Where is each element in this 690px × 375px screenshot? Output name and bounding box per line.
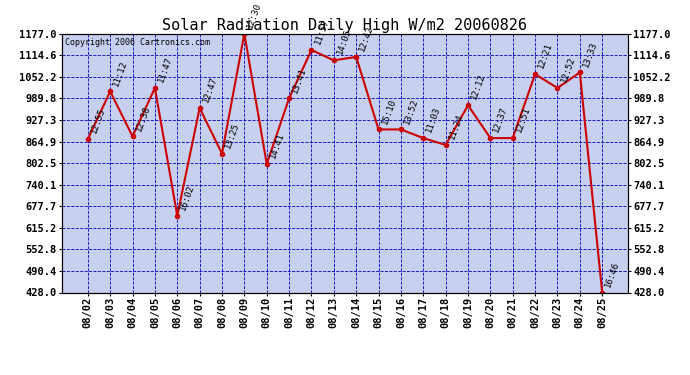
Text: 12:38: 12:38 — [134, 104, 152, 132]
Text: 15:10: 15:10 — [380, 97, 397, 125]
Text: 11:57: 11:57 — [313, 18, 331, 46]
Text: 13:41: 13:41 — [290, 66, 308, 94]
Text: 12:37: 12:37 — [492, 106, 509, 134]
Text: 13:25: 13:25 — [224, 121, 241, 150]
Text: 11:47: 11:47 — [157, 56, 174, 84]
Text: 12:30: 12:30 — [246, 1, 264, 30]
Text: 12:12: 12:12 — [469, 73, 487, 101]
Text: 11:03: 11:03 — [424, 106, 442, 134]
Text: 11:24: 11:24 — [447, 112, 464, 141]
Text: 14:05: 14:05 — [335, 28, 353, 56]
Text: 14:41: 14:41 — [268, 132, 286, 160]
Text: 16:02: 16:02 — [179, 183, 197, 211]
Text: 16:46: 16:46 — [604, 260, 621, 288]
Text: 12:47: 12:47 — [201, 75, 219, 104]
Text: 13:33: 13:33 — [581, 40, 599, 68]
Text: 13:52: 13:52 — [402, 97, 420, 125]
Text: 12:51: 12:51 — [514, 106, 532, 134]
Text: 11:12: 11:12 — [112, 59, 129, 87]
Text: Copyright 2006 Cartronics.com: Copyright 2006 Cartronics.com — [65, 38, 210, 46]
Text: 12:55: 12:55 — [89, 106, 107, 135]
Title: Solar Radiation Daily High W/m2 20060826: Solar Radiation Daily High W/m2 20060826 — [163, 18, 527, 33]
Text: 12:52: 12:52 — [559, 56, 576, 84]
Text: 12:21: 12:21 — [537, 42, 554, 70]
Text: 12:42: 12:42 — [357, 24, 375, 53]
